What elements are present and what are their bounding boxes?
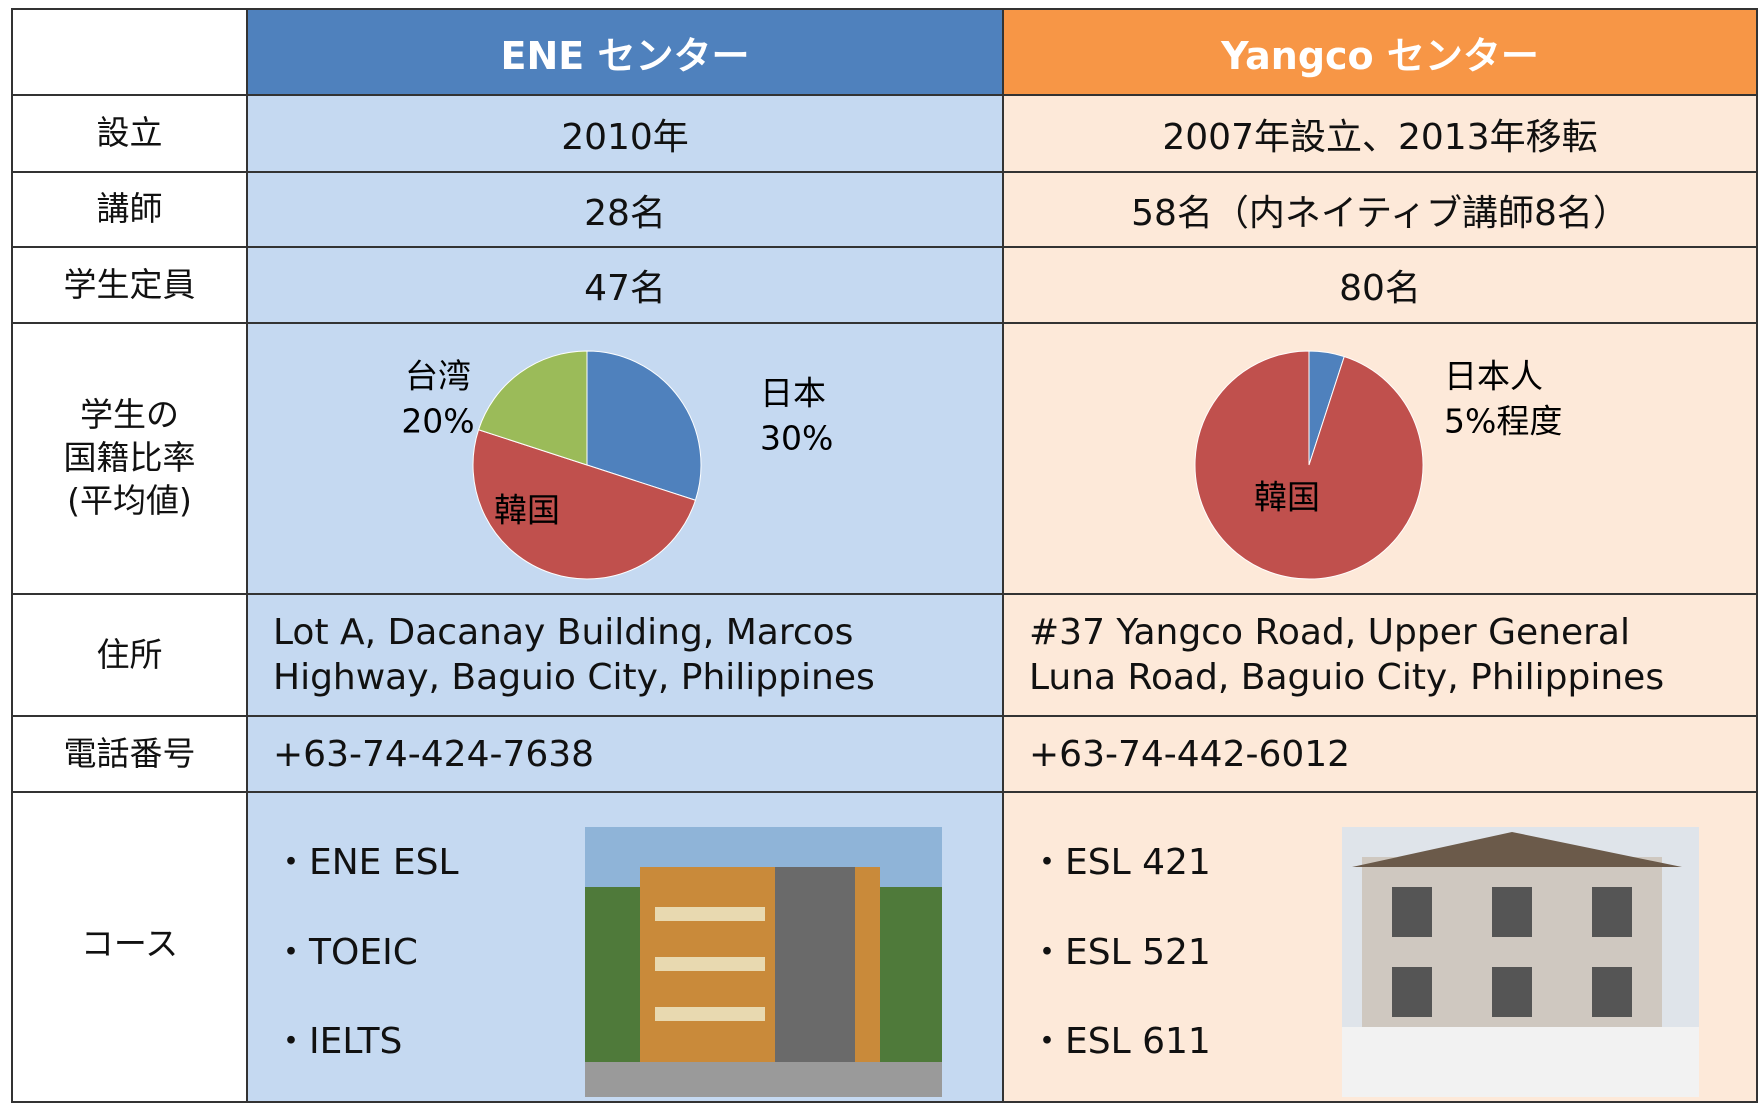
row-label: 講師 (12, 172, 247, 247)
cell: 2010年 (247, 95, 1003, 172)
course: ・ESL 611 (1029, 1012, 1211, 1064)
slice-value-label: 5%程度 (1444, 402, 1562, 441)
building-photo (585, 827, 942, 1097)
pie-chart: 日本 30% 韓国 台湾 20% (248, 324, 1000, 593)
building-photo (1342, 827, 1699, 1097)
course: ・ESL 421 (1029, 833, 1211, 885)
row-label: 住所 (12, 594, 247, 716)
row-label: 電話番号 (12, 716, 247, 792)
cell: 80名 (1003, 247, 1757, 323)
cell: ・ENE ESL ・TOEIC ・IELTS (247, 792, 1003, 1102)
cell: 28名 (247, 172, 1003, 247)
cell: ・ESL 421 ・ESL 521 ・ESL 611 (1003, 792, 1757, 1102)
slice-label: 台湾 (405, 357, 471, 396)
cell: 58名（内ネイティブ講師8名） (1003, 172, 1757, 247)
cell: 2007年設立、2013年移転 (1003, 95, 1757, 172)
header: Yangco センター (1003, 9, 1757, 95)
cell: 日本 30% 韓国 台湾 20% (247, 323, 1003, 594)
cell: +63-74-442-6012 (1003, 716, 1757, 792)
page: ENE センター Yangco センター 設立2010年2007年設立、2013… (0, 0, 1759, 1088)
slice-value-label: 20% (401, 402, 474, 441)
header: ENE センター (247, 9, 1003, 95)
course: ・ESL 521 (1029, 923, 1211, 975)
pie-slice (1195, 351, 1423, 579)
slice-label: 日本 (760, 374, 826, 413)
slice-label: 韓国 (494, 491, 560, 530)
cell: +63-74-424-7638 (247, 716, 1003, 792)
cell: 日本人 5%程度韓国 (1003, 323, 1757, 594)
slice-label: 日本人 (1444, 357, 1543, 396)
corner (12, 9, 247, 95)
course: ・TOEIC (273, 923, 418, 975)
course: ・ENE ESL (273, 833, 459, 885)
row-label: 設立 (12, 95, 247, 172)
slice-value-label: 30% (760, 419, 833, 458)
cell: 47名 (247, 247, 1003, 323)
row-label: コース (12, 792, 247, 1102)
row-label: 学生の 国籍比率 (平均値) (12, 323, 247, 594)
course: ・IELTS (273, 1012, 402, 1064)
slice-label: 韓国 (1254, 478, 1320, 517)
row-label: 学生定員 (12, 247, 247, 323)
cell: Lot A, Dacanay Building, Marcos Highway,… (247, 594, 1003, 716)
cell: #37 Yangco Road, Upper General Luna Road… (1003, 594, 1757, 716)
